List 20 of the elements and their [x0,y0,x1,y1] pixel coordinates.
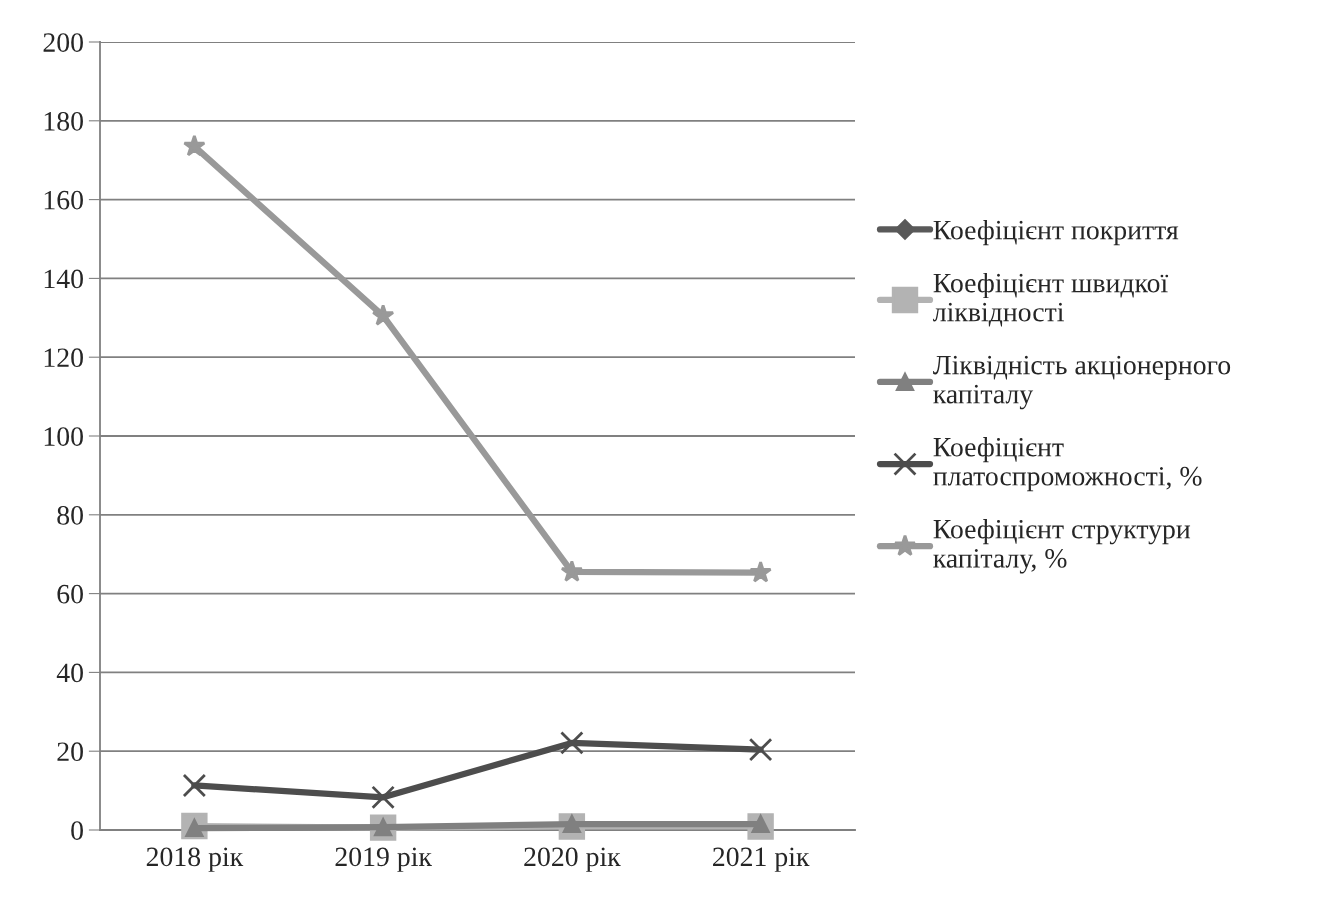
legend-label: Ліквідність акціонерного капіталу [933,355,1231,410]
x-tick-label: 2018 рік [146,847,244,872]
x-tick-label: 2020 рік [524,847,621,872]
y-tick-label: 80 [57,505,83,525]
legend-label: Коефіцієнт структури капіталу, % [933,519,1191,574]
y-tick-label: 20 [57,742,83,762]
y-tick-label: 0 [71,821,83,840]
y-tick-label: 120 [44,348,83,368]
legend-label: Коефіцієнт покриття [933,219,1179,246]
y-tick-label: 40 [56,663,83,683]
y-tick-label: 200 [43,33,83,52]
legend-label: Коефіцієнт швидкої ліквідності [933,272,1169,327]
y-tick-label: 180 [44,111,83,131]
x-tick-label: 2019 рік [335,847,432,872]
y-tick-label: 60 [57,584,83,604]
legend-label: Коефіцієнт платоспроможності, % [933,437,1202,492]
y-tick-label: 100 [44,427,83,446]
y-tick-label: 140 [44,269,83,289]
x-tick-label: 2021 рік [713,847,810,872]
y-tick-label: 160 [44,190,83,210]
